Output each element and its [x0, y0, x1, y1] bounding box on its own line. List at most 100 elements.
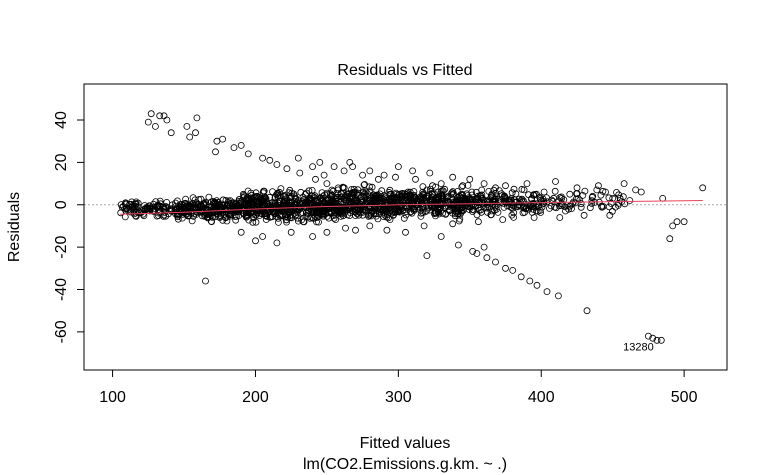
data-point [332, 198, 340, 205]
data-point [320, 171, 328, 179]
data-point [283, 165, 291, 173]
data-point [487, 194, 495, 202]
y-tick-label: -60 [53, 320, 70, 343]
data-point [262, 216, 270, 223]
data-point [395, 203, 403, 211]
data-point [366, 187, 374, 195]
data-point [330, 214, 338, 222]
data-point [147, 110, 155, 118]
data-point [477, 198, 485, 206]
data-point [576, 196, 584, 204]
data-point [577, 203, 585, 211]
data-point [287, 228, 295, 236]
data-point [156, 197, 164, 205]
data-point [197, 195, 205, 203]
data-point [194, 205, 202, 213]
data-point [266, 193, 274, 201]
data-point [520, 186, 528, 194]
data-point [420, 222, 428, 230]
data-point [259, 154, 267, 162]
data-point [562, 207, 569, 215]
data-point [607, 200, 615, 207]
data-point [366, 183, 373, 191]
data-point [428, 189, 436, 197]
data-point [402, 228, 409, 236]
data-point [254, 207, 262, 214]
data-point [133, 208, 141, 216]
data-point [480, 180, 488, 188]
data-point [325, 205, 333, 213]
data-point [335, 207, 343, 215]
data-point [533, 281, 541, 289]
data-point [323, 191, 331, 198]
data-point [226, 197, 234, 205]
data-point [509, 266, 517, 274]
data-point [264, 207, 272, 215]
data-point [470, 206, 477, 214]
data-point [523, 180, 531, 188]
data-point [259, 189, 267, 197]
data-point [583, 307, 591, 315]
data-point [208, 218, 216, 226]
data-point [626, 197, 634, 204]
data-point [478, 191, 486, 199]
data-point [239, 190, 247, 198]
data-point [186, 133, 194, 141]
x-axis-label: Fitted values [360, 435, 451, 452]
data-point [245, 216, 253, 224]
data-point [297, 209, 305, 217]
data-point [183, 123, 191, 130]
data-point [117, 209, 125, 217]
x-tick-label: 200 [242, 389, 269, 406]
data-point [402, 208, 410, 216]
data-point [586, 204, 594, 212]
data-point [573, 184, 581, 192]
data-point [230, 144, 238, 152]
data-point [281, 213, 289, 221]
data-point [566, 190, 574, 198]
data-point [337, 193, 345, 201]
data-point [117, 201, 125, 209]
data-point [385, 200, 392, 208]
data-point [657, 336, 665, 344]
data-point [272, 212, 280, 220]
plot-frame [83, 83, 728, 371]
data-point [394, 163, 402, 171]
data-point [292, 211, 300, 218]
data-point [124, 206, 132, 214]
data-point [273, 161, 281, 168]
data-point [606, 211, 614, 219]
data-point [552, 178, 559, 185]
data-point [203, 206, 210, 214]
data-point [152, 198, 160, 206]
data-point [431, 195, 439, 203]
data-point [379, 208, 387, 216]
data-point [404, 190, 412, 198]
data-point [334, 184, 342, 192]
data-point [458, 183, 466, 191]
data-point [454, 241, 462, 249]
data-point [449, 220, 457, 228]
data-point [262, 199, 270, 207]
data-point [139, 210, 147, 218]
data-point [530, 214, 538, 221]
data-point [492, 184, 499, 192]
data-point [605, 194, 613, 202]
data-point [294, 154, 302, 162]
data-point [386, 186, 394, 194]
chart-subtitle: lm(CO2.Emissions.g.km. ~ .) [303, 456, 507, 473]
data-point [632, 186, 639, 194]
data-point [202, 277, 209, 285]
data-point [374, 175, 382, 183]
data-point [167, 129, 175, 137]
data-point [386, 216, 394, 224]
data-point [146, 205, 154, 213]
data-point [597, 191, 605, 199]
data-point [209, 204, 217, 212]
data-point [134, 199, 142, 207]
data-point [237, 141, 245, 149]
data-point [492, 189, 500, 197]
data-point [227, 212, 234, 220]
data-point [492, 258, 499, 266]
data-point [259, 233, 267, 240]
